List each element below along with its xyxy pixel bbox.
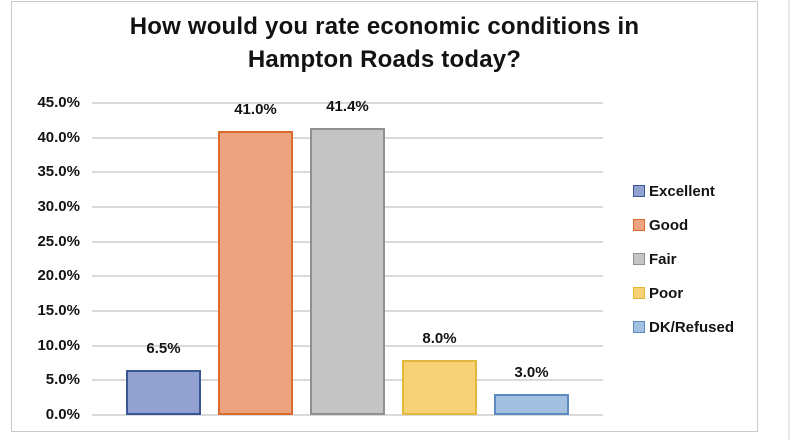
chart-title: How would you rate economic conditions i… [11,10,758,76]
legend-label: Excellent [649,182,715,200]
legend-label: Fair [649,250,677,268]
legend-label: Poor [649,284,684,302]
bar-good [218,131,293,415]
y-axis-tick-label: 25.0% [37,232,80,250]
y-axis-tick-label: 20.0% [37,267,80,285]
y-axis-tick-label: 40.0% [37,128,80,146]
bar-dk-refused [494,394,569,415]
bar-value-label: 8.0% [422,330,457,347]
legend-item-good: Good [633,216,734,234]
legend-label: DK/Refused [649,318,735,336]
legend-swatch-icon [633,253,645,265]
gridline-45.0% [92,102,603,104]
chart-legend: Excellent Good Fair Poor DK/Refused [633,182,734,352]
legend-swatch-icon [633,287,645,299]
y-axis-tick-label: 10.0% [37,336,80,354]
legend-item-poor: Poor [633,284,734,302]
legend-swatch-icon [633,219,645,231]
bar-fair [310,128,385,415]
legend-item-excellent: Excellent [633,182,734,200]
y-axis-tick-label: 35.0% [37,163,80,181]
bar-value-label: 3.0% [514,364,549,381]
y-axis-tick-label: 0.0% [45,406,80,423]
gridline-0.0% [92,414,603,416]
bar-value-label: 41.0% [234,101,277,118]
y-axis-tick-label: 30.0% [37,198,80,215]
y-axis-tick-label: 5.0% [45,371,80,389]
legend-swatch-icon [633,321,645,333]
y-axis-tick-label: 15.0% [37,302,80,319]
bar-value-label: 41.4% [326,98,369,115]
legend-item-fair: Fair [633,250,734,268]
chart-title-line-1: How would you rate economic conditions i… [129,13,640,40]
bar-excellent [126,370,201,415]
plot-area: 6.5% 41.0% 41.4% 8.0% 3.0% [92,98,603,416]
y-axis-tick-label: 45.0% [37,94,80,111]
legend-swatch-icon [633,185,645,197]
chart-title-line-2: Hampton Roads today? [247,46,522,73]
bar-poor [402,360,477,415]
legend-label: Good [649,216,689,234]
bar-value-label: 6.5% [146,340,181,357]
page-edge-shadow [788,0,790,440]
legend-item-dk-refused: DK/Refused [633,318,734,336]
